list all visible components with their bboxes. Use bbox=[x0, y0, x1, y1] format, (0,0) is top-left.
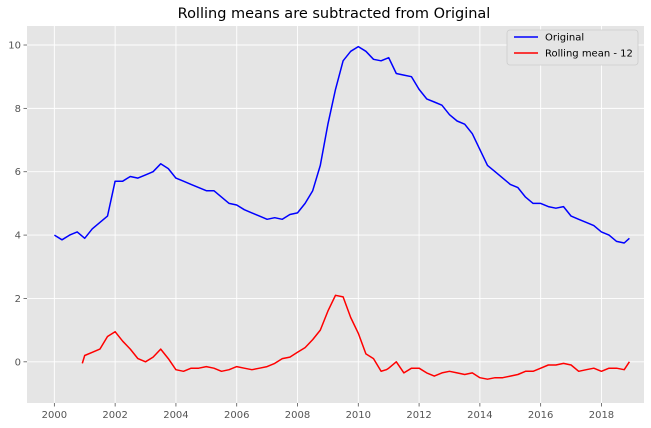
x-tick-label: 2012 bbox=[406, 410, 431, 421]
legend-box bbox=[506, 29, 639, 66]
y-tick-label: 6 bbox=[15, 167, 21, 178]
x-tick-label: 2000 bbox=[42, 410, 67, 421]
x-axis-ticks: 2000 2002 2004 2006 2008 2010 2012 2014 2016 2018 bbox=[42, 403, 614, 421]
x-tick-label: 2010 bbox=[346, 410, 371, 421]
series-layer bbox=[54, 45, 631, 380]
series-rolling-mean-line bbox=[81, 294, 631, 380]
x-tick-label: 2018 bbox=[589, 410, 614, 421]
x-tick-label: 2006 bbox=[224, 410, 249, 421]
y-tick-label: 2 bbox=[15, 294, 21, 305]
x-tick-label: 2004 bbox=[163, 410, 188, 421]
x-tick-label: 2014 bbox=[467, 410, 492, 421]
grid bbox=[27, 26, 644, 403]
legend: Original Rolling mean - 12 bbox=[506, 29, 639, 66]
x-tick-label: 2002 bbox=[102, 410, 127, 421]
y-tick-label: 4 bbox=[15, 231, 21, 242]
series-original-line bbox=[54, 45, 630, 244]
legend-label-rolling-mean: Rolling mean - 12 bbox=[545, 49, 633, 60]
y-tick-label: 0 bbox=[15, 357, 21, 368]
y-tick-label: 10 bbox=[8, 41, 21, 52]
plot-area bbox=[27, 26, 644, 403]
y-tick-label: 8 bbox=[15, 104, 21, 115]
x-tick-label: 2016 bbox=[528, 410, 553, 421]
legend-label-original: Original bbox=[545, 33, 584, 44]
chart-title: Rolling means are subtracted from Origin… bbox=[178, 6, 491, 22]
x-tick-label: 2008 bbox=[285, 410, 310, 421]
y-axis-ticks: 0 2 4 6 8 10 bbox=[8, 41, 27, 368]
